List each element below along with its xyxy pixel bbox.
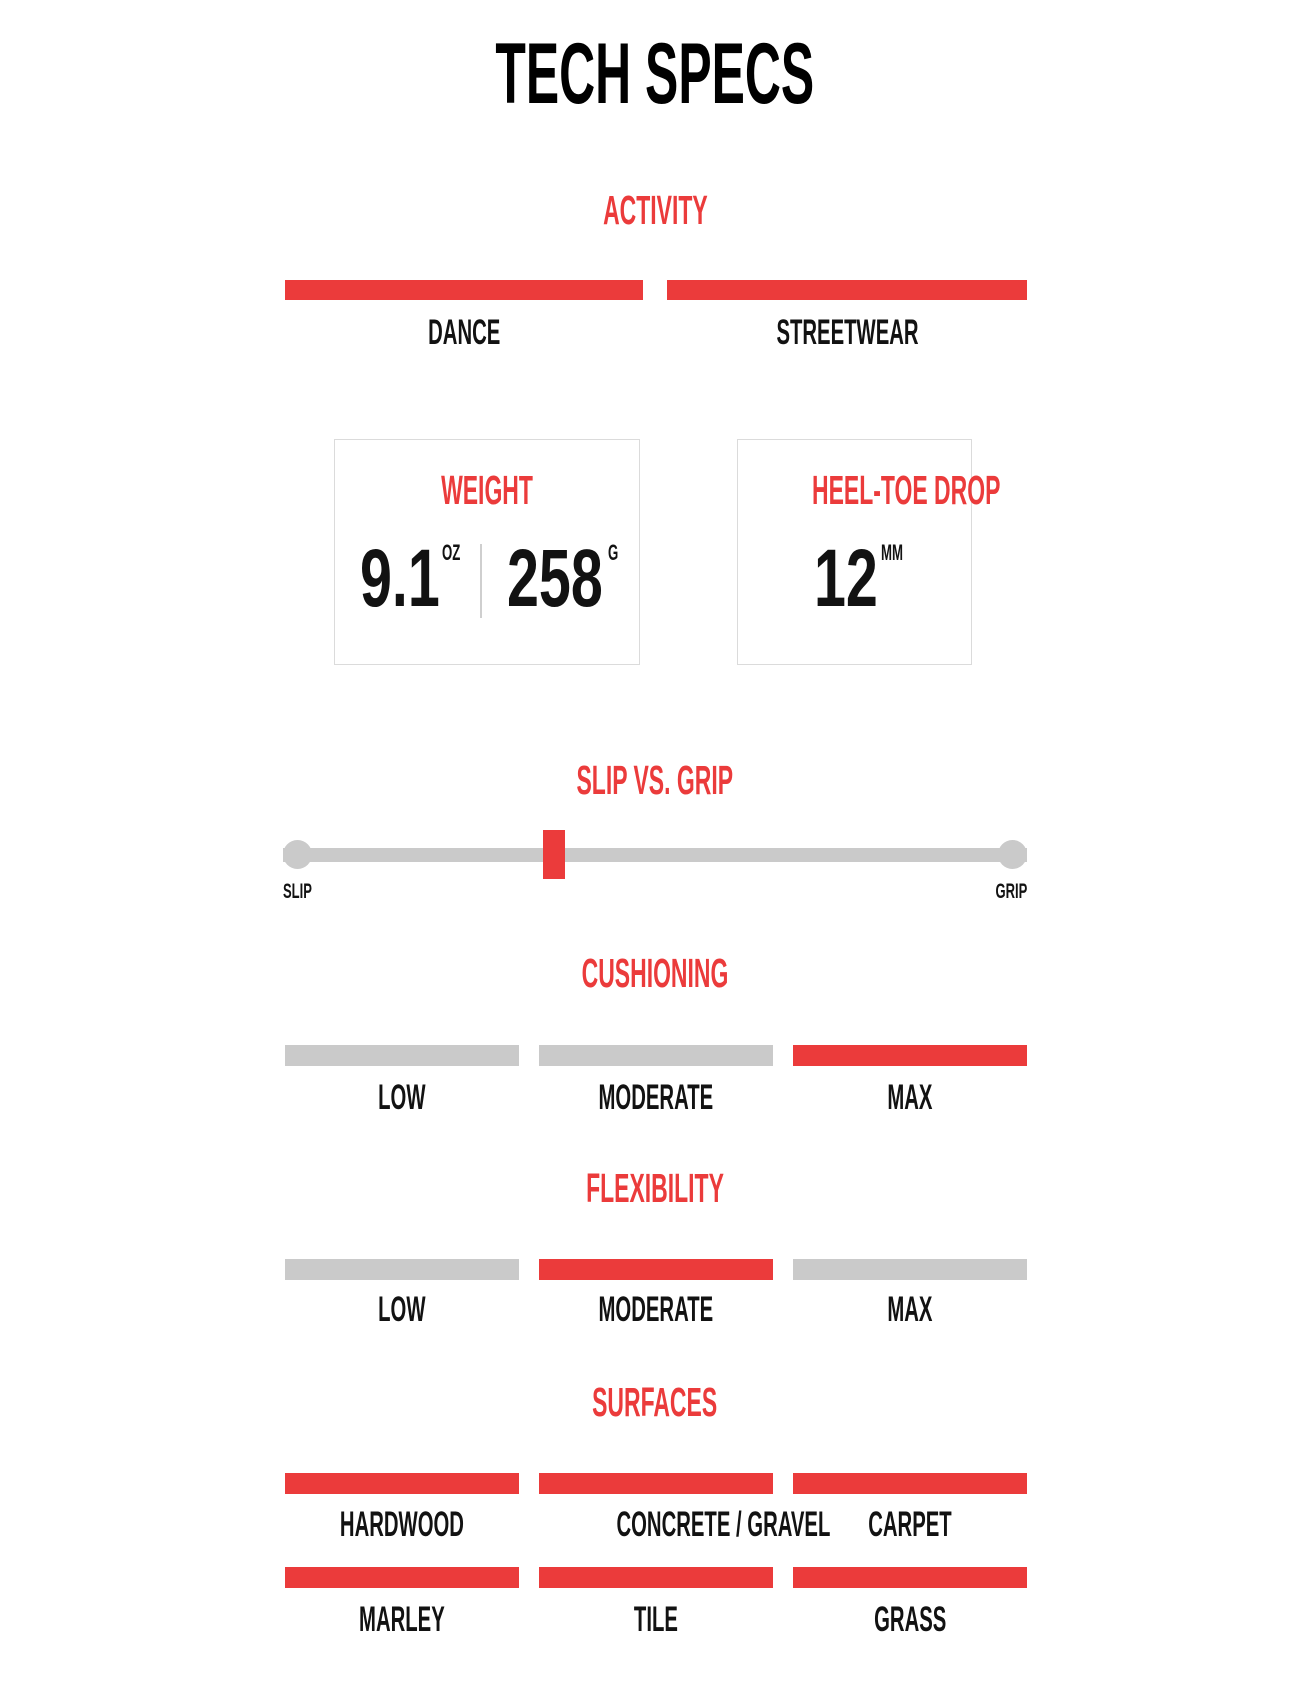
cushioning-bar-moderate xyxy=(539,1045,773,1066)
slider-endpoint-labels: SLIP GRIP xyxy=(283,880,1027,903)
slider-right-dot-icon xyxy=(998,840,1027,869)
surface-label-marley: MARLEY xyxy=(359,1600,445,1639)
flexibility-label-low: LOW xyxy=(378,1290,426,1329)
heel-toe-drop-unit: MM xyxy=(881,540,903,565)
surface-label-tile: TILE xyxy=(634,1600,678,1639)
cushioning-label-low: LOW xyxy=(378,1078,426,1117)
flexibility-bar-low xyxy=(285,1259,519,1280)
cushioning-label-max: MAX xyxy=(887,1078,933,1117)
weight-values: 9.1 OZ 258 G xyxy=(335,533,639,624)
surface-label-concrete-gravel: CONCRETE / GRAVEL xyxy=(616,1505,831,1544)
flexibility-bar-moderate xyxy=(539,1259,773,1280)
surface-bar-grass xyxy=(793,1567,1027,1588)
activity-label-dance: DANCE xyxy=(427,313,501,352)
heel-toe-drop-box: HEEL-TOE DROP 12 MM xyxy=(737,439,1001,665)
surface-bar-concrete-gravel xyxy=(539,1473,773,1494)
activity-bar-streetwear xyxy=(667,280,1027,300)
slip-grip-heading: SLIP VS. GRIP xyxy=(576,757,734,803)
slip-grip-slider xyxy=(283,830,1027,879)
weight-g-value: 258 xyxy=(507,533,603,624)
surfaces-heading: SURFACES xyxy=(592,1379,718,1425)
flexibility-label-max: MAX xyxy=(887,1290,933,1329)
heel-toe-drop-heading: HEEL-TOE DROP xyxy=(812,467,1001,513)
cushioning-bar-max xyxy=(793,1045,1027,1066)
heel-toe-drop-values: 12 MM xyxy=(738,533,971,624)
surface-bar-tile xyxy=(539,1567,773,1588)
weight-heading: WEIGHT xyxy=(441,467,533,513)
surface-label-grass: GRASS xyxy=(873,1600,947,1639)
weight-g-unit: G xyxy=(608,540,619,565)
flexibility-label-moderate: MODERATE xyxy=(598,1290,714,1329)
cushioning-bar-low xyxy=(285,1045,519,1066)
activity-heading: ACTIVITY xyxy=(602,187,708,233)
page-title: TECH SPECS xyxy=(495,26,815,122)
flexibility-heading: FLEXIBILITY xyxy=(586,1165,724,1211)
weight-oz-value: 9.1 xyxy=(360,533,440,624)
heel-toe-drop-value: 12 xyxy=(814,533,878,624)
slip-label: SLIP xyxy=(283,880,312,903)
slider-handle[interactable] xyxy=(543,830,566,879)
cushioning-label-moderate: MODERATE xyxy=(598,1078,714,1117)
surface-bar-hardwood xyxy=(285,1473,519,1494)
activity-label-streetwear: STREETWEAR xyxy=(775,313,919,352)
surface-bar-marley xyxy=(285,1567,519,1588)
cushioning-heading: CUSHIONING xyxy=(581,950,729,996)
weight-oz-unit: OZ xyxy=(442,540,461,565)
weight-box: WEIGHT 9.1 OZ 258 G xyxy=(334,439,640,665)
slider-track xyxy=(283,848,1027,862)
slider-left-dot-icon xyxy=(283,840,312,869)
surface-label-hardwood: HARDWOOD xyxy=(339,1505,465,1544)
grip-label: GRIP xyxy=(995,880,1027,903)
surface-bar-carpet xyxy=(793,1473,1027,1494)
weight-divider xyxy=(480,544,482,618)
activity-bar-dance xyxy=(285,280,643,300)
surface-label-carpet: CARPET xyxy=(868,1505,952,1544)
flexibility-bar-max xyxy=(793,1259,1027,1280)
